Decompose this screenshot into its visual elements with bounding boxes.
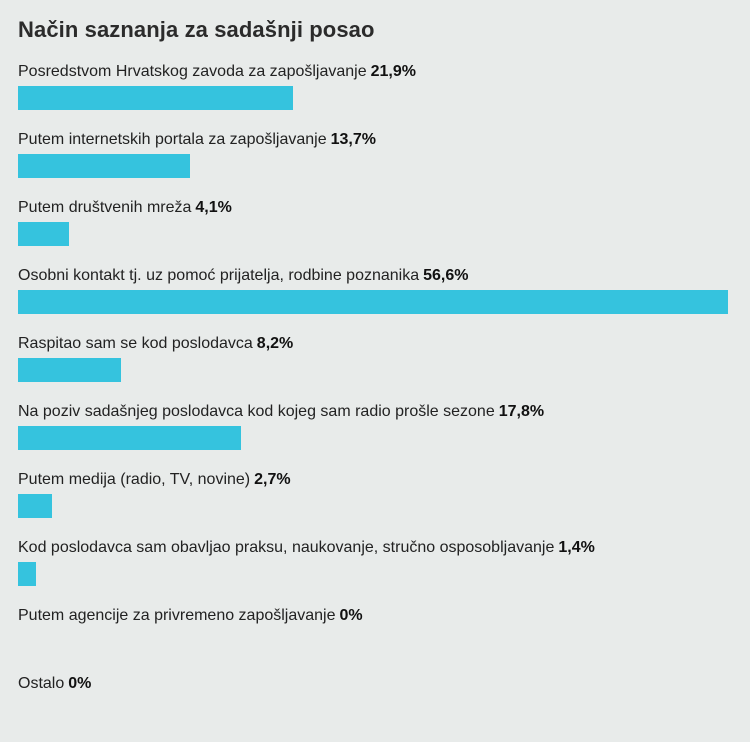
bar (18, 86, 293, 110)
bar (18, 494, 52, 518)
chart-title: Način saznanja za sadašnji posao (18, 17, 375, 42)
category-text: Putem medija (radio, TV, novine) (18, 471, 251, 488)
bar (18, 290, 728, 314)
bar (18, 426, 242, 450)
category-text: Putem internetskih portala za zapošljava… (18, 131, 327, 148)
data-label: 0% (339, 607, 363, 624)
category-label: Kod poslodavca sam obavljao praksu, nauk… (18, 538, 730, 558)
data-label: 13,7% (330, 131, 376, 148)
category-label: Osobni kontakt tj. uz pomoć prijatelja, … (18, 266, 730, 286)
data-label: 2,7% (254, 471, 291, 488)
bar (18, 562, 36, 586)
category-text: Ostalo (18, 675, 65, 692)
category-label: Putem medija (radio, TV, novine) 2,7% (18, 470, 730, 490)
category-label: Raspitao sam se kod poslodavca 8,2% (18, 334, 730, 354)
bar-row: Kod poslodavca sam obavljao praksu, nauk… (18, 538, 730, 606)
bar-row: Putem društvenih mreža 4,1% (18, 198, 730, 266)
category-text: Posredstvom Hrvatskog zavoda za zapošlja… (18, 63, 367, 80)
bar-row: Ostalo 0% (18, 674, 730, 742)
category-text: Osobni kontakt tj. uz pomoć prijatelja, … (18, 267, 420, 284)
data-label: 0% (68, 675, 92, 692)
data-label: 1,4% (558, 539, 595, 556)
bar (18, 358, 121, 382)
category-label: Putem društvenih mreža 4,1% (18, 198, 730, 218)
data-label: 4,1% (195, 199, 232, 216)
category-text: Putem društvenih mreža (18, 199, 192, 216)
data-label: 8,2% (256, 335, 294, 352)
bar-row: Putem internetskih portala za zapošljava… (18, 130, 730, 198)
bar-row: Posredstvom Hrvatskog zavoda za zapošlja… (18, 62, 730, 130)
category-label: Ostalo 0% (18, 674, 730, 694)
bar-rows: Posredstvom Hrvatskog zavoda za zapošlja… (18, 62, 730, 742)
data-label: 17,8% (498, 403, 545, 420)
bar-row: Putem medija (radio, TV, novine) 2,7% (18, 470, 730, 538)
category-text: Raspitao sam se kod poslodavca (18, 335, 253, 352)
category-text: Putem agencije za privremeno zapošljavan… (18, 607, 336, 624)
category-label: Putem agencije za privremeno zapošljavan… (18, 606, 730, 626)
chart: Način saznanja za sadašnji posao Posreds… (18, 16, 730, 742)
category-text: Na poziv sadašnjeg poslodavca kod kojeg … (18, 403, 495, 420)
category-text: Kod poslodavca sam obavljao praksu, nauk… (18, 539, 555, 556)
category-label: Na poziv sadašnjeg poslodavca kod kojeg … (18, 402, 730, 422)
category-label: Putem internetskih portala za zapošljava… (18, 130, 730, 150)
bar-row: Osobni kontakt tj. uz pomoć prijatelja, … (18, 266, 730, 334)
category-label: Posredstvom Hrvatskog zavoda za zapošlja… (18, 62, 730, 82)
bar (18, 154, 190, 178)
bar-row: Na poziv sadašnjeg poslodavca kod kojeg … (18, 402, 730, 470)
data-label: 56,6% (423, 267, 469, 284)
bar (18, 222, 70, 246)
bar-row: Raspitao sam se kod poslodavca 8,2% (18, 334, 730, 402)
data-label: 21,9% (370, 63, 416, 80)
bar-row: Putem agencije za privremeno zapošljavan… (18, 606, 730, 674)
